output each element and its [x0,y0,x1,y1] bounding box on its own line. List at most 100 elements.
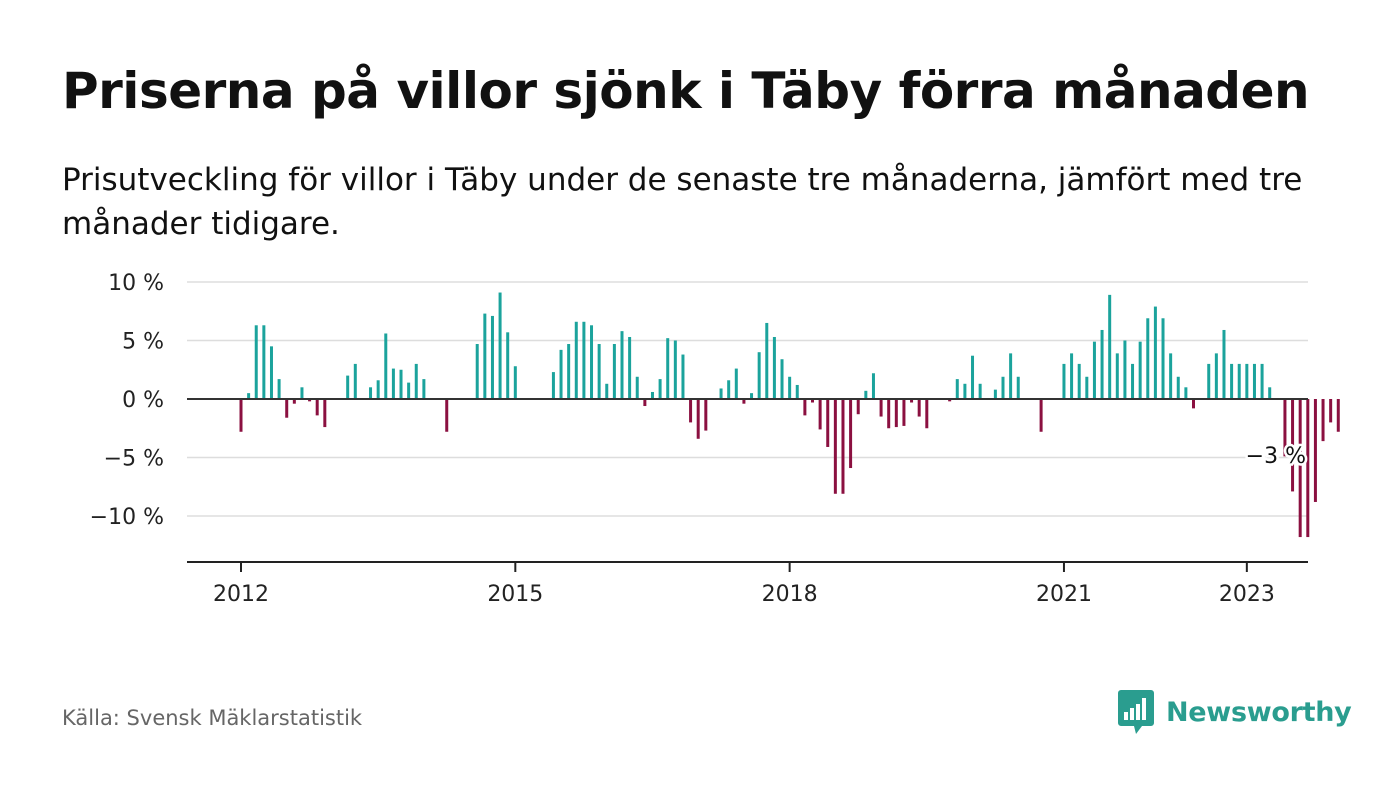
bar [1153,306,1157,399]
bar [971,355,975,399]
bar [1100,329,1104,399]
bar [292,399,296,404]
bar [1001,376,1005,399]
labels: 10 % 5 % 0 % −5 % −10 % 2012 2015 2018 2021 2023 −… [90,271,1309,607]
chart-subtitle: Prisutveckling för villor i Täby under d… [62,162,1303,242]
bar [1009,353,1013,399]
bar [384,333,388,399]
bar [399,369,403,399]
y-tick-label: 5 % [122,330,164,355]
source-note: Källa: Svensk Mäklarstatistik [62,706,363,730]
bar [247,393,251,399]
annotation-label: −3 % [1246,444,1306,469]
bar [1131,363,1135,399]
bar [948,399,952,402]
bar [1283,399,1287,457]
bar [1062,363,1066,399]
bar [574,321,578,399]
x-tick-label: 2018 [762,582,818,607]
bar [841,399,845,494]
bar [1329,399,1333,423]
bar [894,399,898,428]
bar [925,399,929,429]
bar [917,399,921,417]
bar [1115,353,1119,399]
bar [612,344,616,399]
bar [795,384,799,399]
bar [1146,318,1150,399]
bar [422,379,426,399]
x-tick-label: 2021 [1036,582,1092,607]
bar [856,399,860,415]
bar [955,379,959,399]
bar [269,346,273,399]
bar [643,399,647,407]
bar [765,322,769,399]
bar [414,363,418,399]
bar [635,376,639,399]
bar [506,332,510,399]
bar [353,363,357,399]
brand-logo[interactable]: Newsworthy [1118,690,1352,734]
bar [1207,363,1211,399]
bar [1138,341,1142,399]
bar [1268,387,1272,399]
bar [490,315,494,399]
bar [849,399,853,469]
bar [1161,318,1165,399]
y-tick-label: −5 % [104,447,164,472]
bar [308,399,312,402]
bar [1184,387,1188,399]
bar [483,313,487,399]
bar [1123,340,1127,399]
bar [1169,353,1173,399]
bar [1321,399,1325,442]
bar [1245,363,1249,399]
bar [346,375,350,399]
bar [871,373,875,399]
bar [879,399,883,417]
bar [407,382,411,399]
axes [187,398,1308,572]
bar [750,393,754,399]
bar [559,349,563,399]
bar [658,379,662,399]
bar [239,399,243,432]
bar [628,336,632,399]
bar [551,372,555,399]
bar [864,390,868,399]
bar [475,344,479,399]
bar [1313,399,1317,502]
bar [1176,376,1180,399]
bar [910,399,914,403]
bar [963,383,967,399]
bar [696,399,700,439]
bar [650,391,654,399]
bar [1306,399,1310,538]
bar [300,387,304,399]
bar [605,383,609,399]
bar [1260,363,1264,399]
x-tick-label: 2012 [213,582,269,607]
bar [285,399,289,418]
bar [978,383,982,399]
bar [772,336,776,399]
x-tick-label: 2023 [1219,582,1275,607]
bar [597,344,601,399]
newsworthy-logo-icon [1118,690,1154,734]
bar [1222,329,1226,399]
bar [1070,353,1074,399]
bar [315,399,319,416]
brand-name: Newsworthy [1166,696,1352,728]
bar [681,354,685,399]
bar [689,399,693,423]
bar [757,352,761,399]
bars [239,292,1340,538]
bar [673,340,677,399]
bar [719,388,723,399]
bar [376,380,380,399]
bar [833,399,837,494]
bar [780,359,784,399]
bar [1252,363,1256,399]
